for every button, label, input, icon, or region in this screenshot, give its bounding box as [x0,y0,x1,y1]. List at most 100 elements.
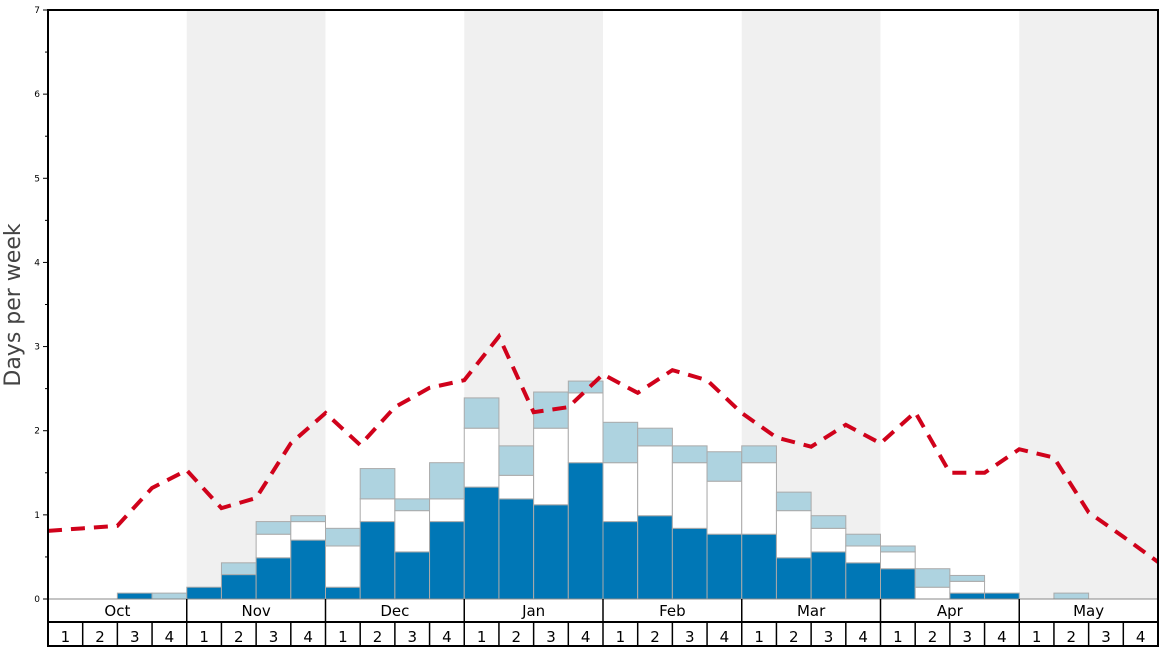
bar-white [463,427,500,488]
bar-dark [567,462,604,600]
bar-dark [359,521,396,600]
bar-dark [394,551,431,600]
bar-light [914,568,951,588]
y-tick-label: 2 [34,427,40,437]
month-band-may [1019,10,1158,599]
bar-light [151,592,188,600]
y-tick-label: 1 [34,511,40,521]
week-label: 3 [546,628,556,646]
bar-dark [186,586,222,600]
week-label: 2 [650,628,660,646]
bar-light [463,397,500,429]
week-label: 3 [130,628,140,646]
week-label: 4 [581,628,591,646]
week-label: 3 [962,628,972,646]
bar-dark [429,521,465,600]
week-label: 1 [754,628,764,646]
bar-light [255,521,292,535]
bar-dark [741,533,777,600]
y-axis-label: Days per week [1,223,26,386]
bar-dark [290,539,326,600]
bar-light [498,445,535,476]
bar-light [637,427,673,447]
bar-dark [671,527,708,600]
y-tick-label: 7 [34,6,40,16]
week-label: 2 [928,628,938,646]
week-label: 4 [442,628,452,646]
bar-dark [116,592,153,600]
bar-light [567,380,604,394]
y-tick-label: 3 [34,343,40,353]
week-label: 3 [1101,628,1111,646]
bar-light [290,515,326,523]
month-label: Apr [937,602,964,620]
week-label: 1 [477,628,487,646]
bar-white [290,521,326,541]
week-label: 2 [234,628,244,646]
week-label: 2 [95,628,105,646]
week-label: 1 [338,628,348,646]
month-label: Oct [104,602,130,620]
bar-white [845,545,881,564]
bar-white [533,427,569,506]
bar-dark [325,586,361,600]
month-label: Feb [659,602,686,620]
bar-light [775,491,812,512]
bar-white [394,510,431,553]
bar-light [949,574,986,582]
bar-light [671,445,708,464]
bar-white [671,462,708,529]
bar-white [325,545,361,588]
bar-dark [498,498,535,600]
week-label: 3 [407,628,417,646]
bar-dark [602,521,639,600]
bar-light [845,533,881,547]
week-label: 2 [1067,628,1077,646]
bar-light [394,498,431,512]
month-label: Nov [241,602,270,620]
bar-white [880,551,916,570]
bar-dark [810,551,847,600]
y-tick-label: 5 [34,174,40,184]
bar-white [567,392,604,464]
bar-light [359,468,396,500]
week-label: 1 [616,628,626,646]
month-band-nov [186,10,326,599]
week-label: 3 [269,628,279,646]
week-label: 1 [1032,628,1042,646]
month-label: Dec [380,602,409,620]
month-label: Mar [797,602,826,620]
bar-light [810,515,847,529]
bar-white [637,445,673,517]
week-label: 4 [165,628,175,646]
bar-dark [255,557,292,600]
week-label: 3 [685,628,695,646]
bar-light [220,562,257,576]
week-label: 1 [199,628,209,646]
bar-dark [775,557,812,600]
bar-white [429,498,465,523]
bar-dark [637,515,673,600]
bar-white [949,580,986,594]
week-label: 4 [720,628,730,646]
bar-white [810,527,847,553]
bar-white [602,462,639,523]
bar-dark [984,592,1020,600]
bar-dark [880,568,916,600]
y-tick-label: 4 [34,258,40,268]
week-label: 4 [997,628,1007,646]
bar-dark [706,533,743,600]
bar-white [498,474,535,500]
bar-white [741,462,777,535]
week-label: 2 [512,628,522,646]
bar-dark [463,486,500,600]
bar-light [1053,592,1090,600]
month-label: Jan [521,602,545,620]
week-label: 1 [61,628,71,646]
week-label: 4 [1136,628,1146,646]
week-label: 4 [858,628,868,646]
bar-white [255,533,292,559]
bar-white [775,510,812,559]
month-label: May [1073,602,1104,620]
bar-light [706,451,743,482]
